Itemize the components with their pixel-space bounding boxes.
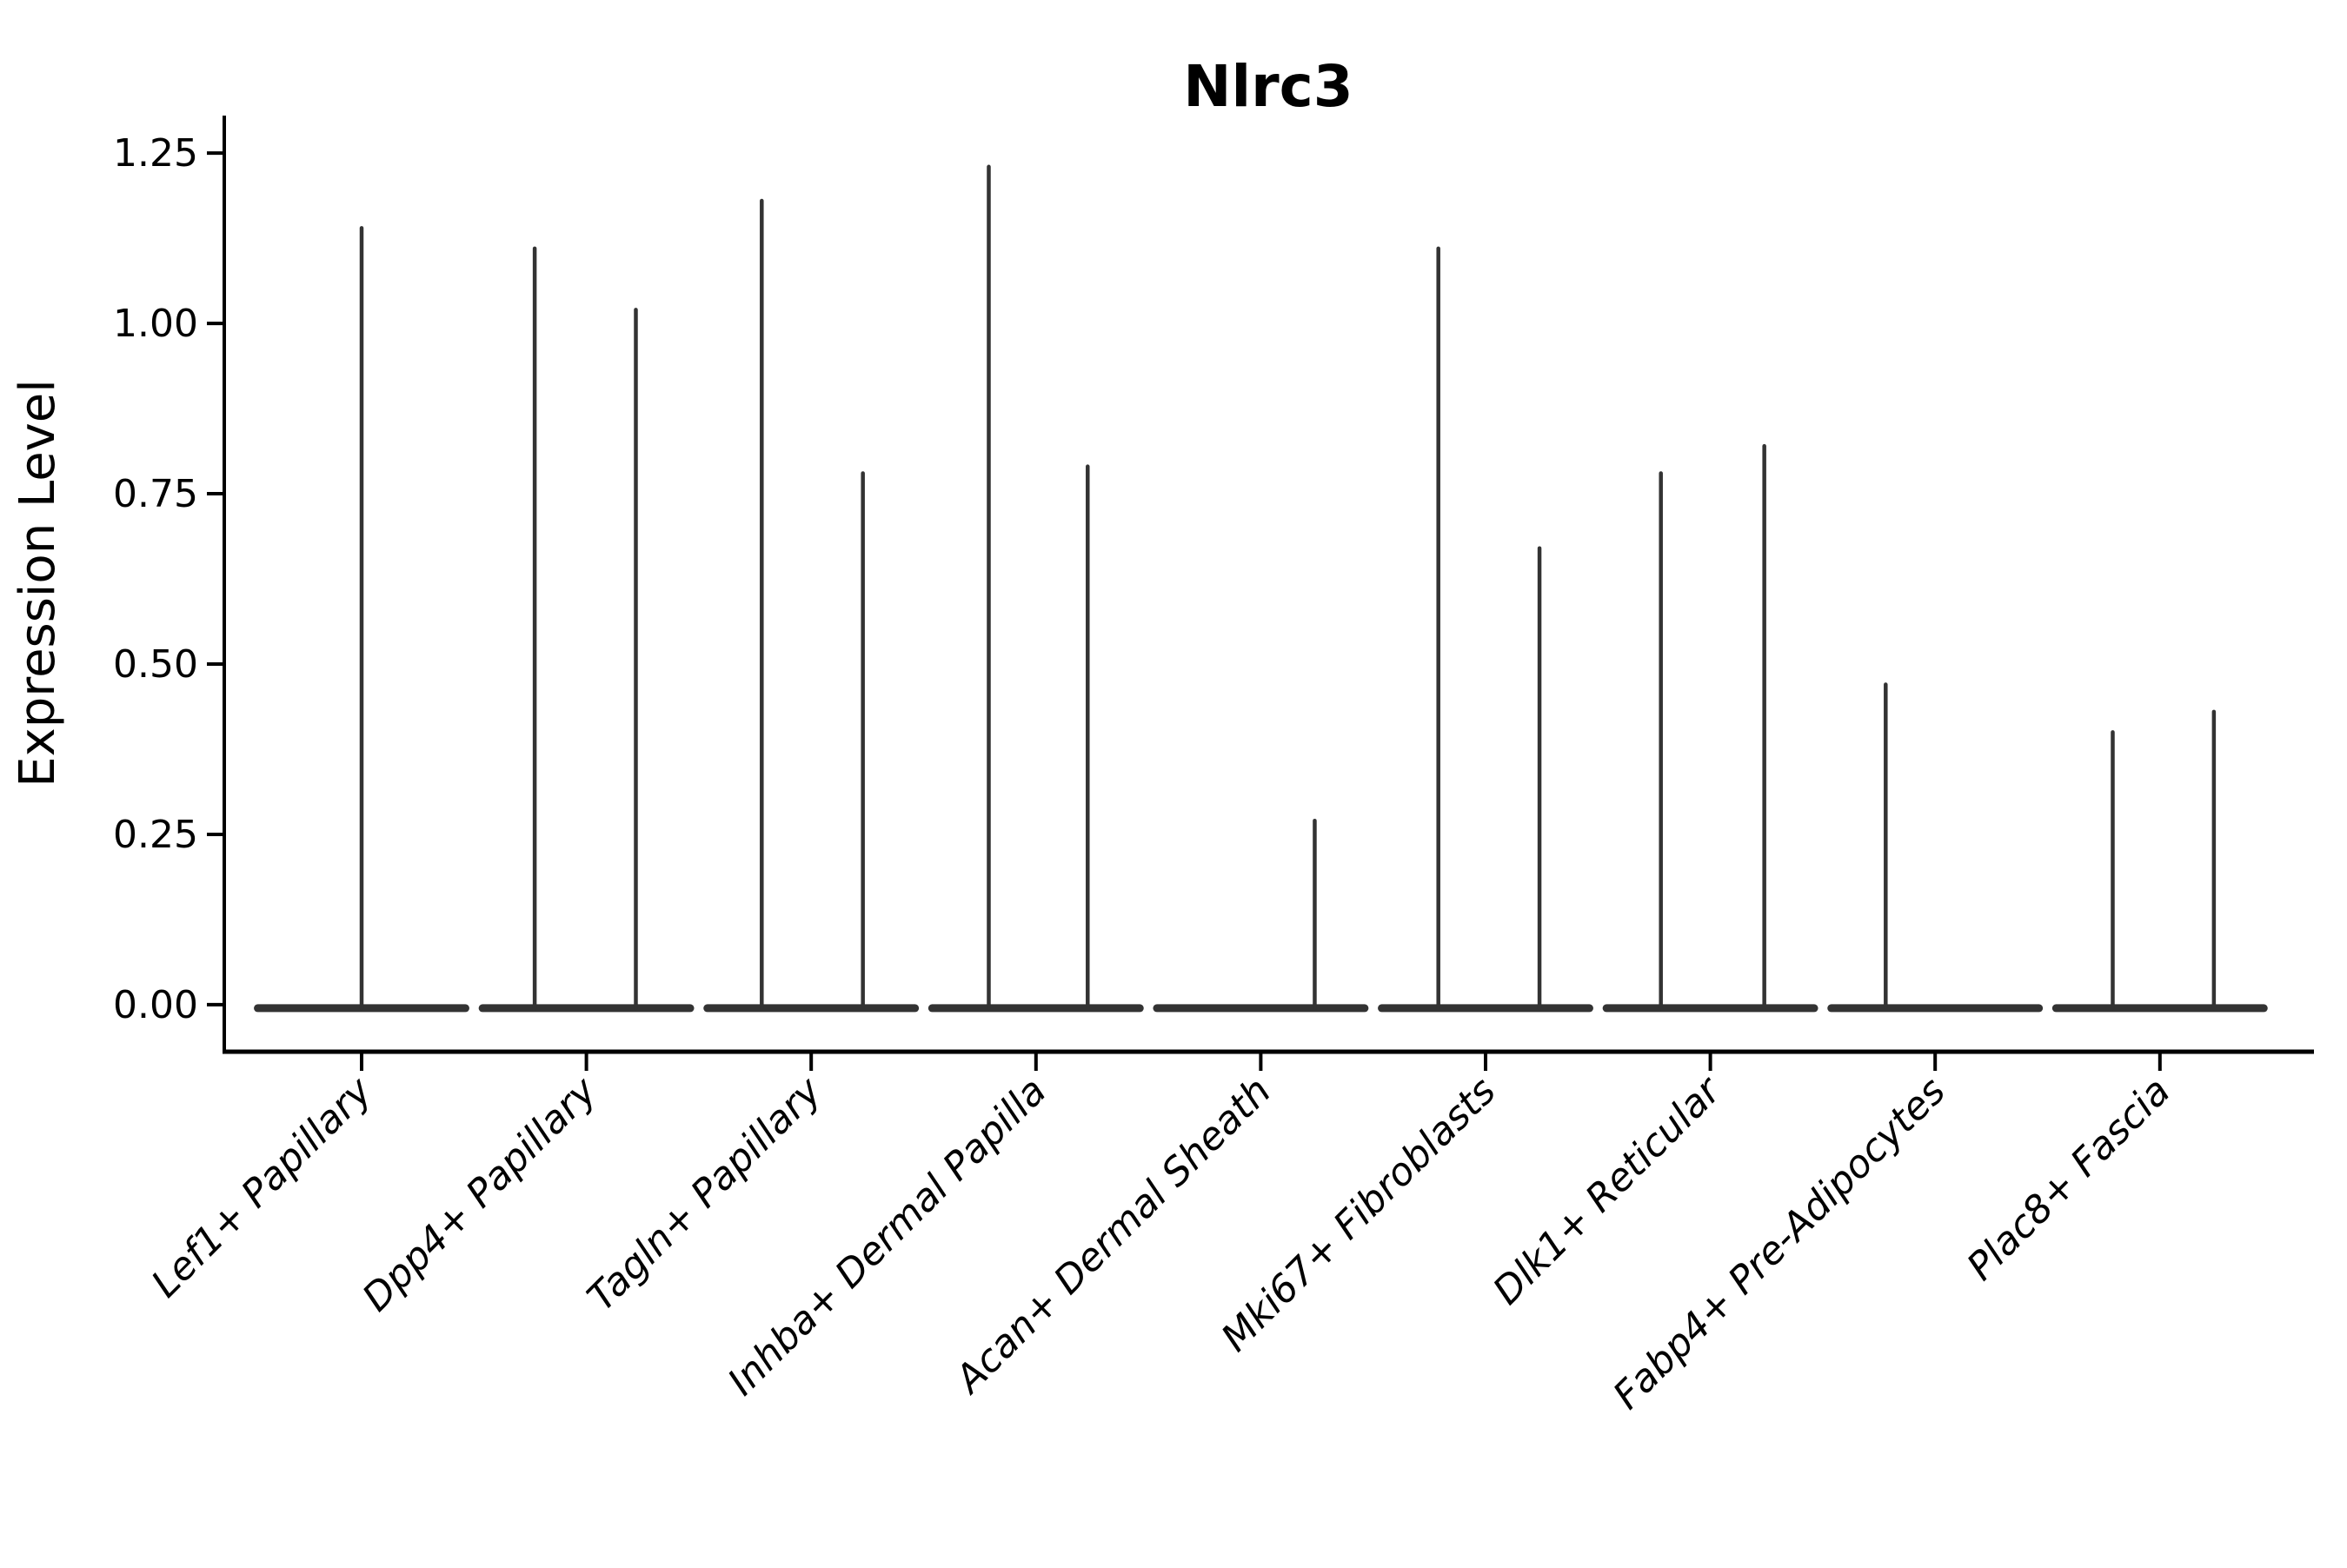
x-tick-label: Dpp4+ Papillary [354, 1068, 606, 1320]
x-tick-label: Lef1+ Papillary [143, 1068, 382, 1306]
y-tick-label: 0.50 [113, 642, 198, 687]
y-tick-label: 1.25 [113, 131, 198, 176]
x-tick-label: Plac8+ Fascia [1958, 1069, 2178, 1289]
chart-title: Nlrc3 [1183, 53, 1353, 120]
y-tick-label: 0.25 [113, 813, 198, 857]
violin-layer [254, 164, 2268, 1013]
x-tick-label: Tagln+ Papillary [579, 1068, 830, 1319]
y-tick-label: 0.75 [113, 472, 198, 516]
x-tick-label: Dlk1+ Reticular [1485, 1067, 1731, 1313]
y-tick-label: 1.00 [113, 302, 198, 346]
y-tick-label: 0.00 [113, 983, 198, 1027]
y-axis-label: Expression Level [10, 379, 66, 787]
